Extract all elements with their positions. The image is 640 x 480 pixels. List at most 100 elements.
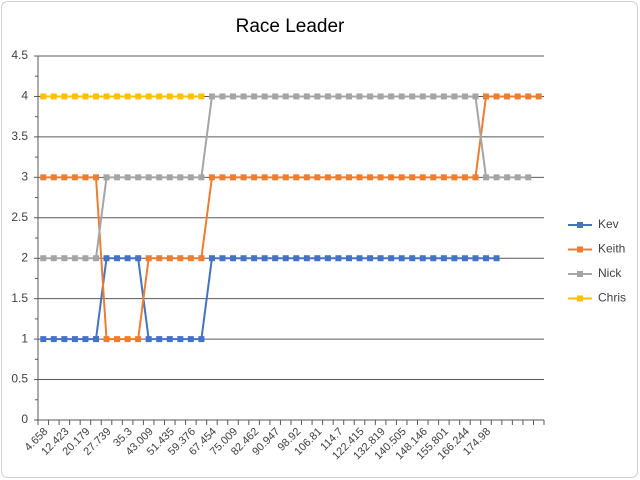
marker [345,93,352,100]
marker [324,93,331,100]
marker [409,93,416,100]
marker [177,336,184,343]
marker [166,336,173,343]
marker [40,255,47,262]
marker [356,93,363,100]
marker [124,336,131,343]
marker [272,174,279,181]
marker [483,174,490,181]
marker [419,174,426,181]
marker [50,336,57,343]
marker [514,93,521,100]
marker [377,93,384,100]
marker [40,336,47,343]
marker [430,93,437,100]
marker [177,255,184,262]
marker [335,255,342,262]
marker [398,174,405,181]
marker [240,174,247,181]
marker [525,174,532,181]
marker [103,336,110,343]
marker [451,255,458,262]
marker [493,93,500,100]
marker [145,336,152,343]
marker [187,336,194,343]
y-tick-label: 4.5 [11,48,28,62]
marker [124,255,131,262]
marker [303,174,310,181]
marker [356,255,363,262]
marker [135,255,142,262]
marker [61,93,68,100]
marker [272,93,279,100]
marker [440,93,447,100]
marker [61,255,68,262]
legend-marker [577,271,583,277]
marker [419,93,426,100]
marker [388,174,395,181]
marker [198,93,205,100]
legend-marker [577,222,583,228]
marker [135,174,142,181]
marker [472,93,479,100]
marker [461,255,468,262]
marker [493,255,500,262]
marker [145,93,152,100]
marker [187,255,194,262]
marker [156,93,163,100]
marker [124,93,131,100]
marker [272,255,279,262]
marker [261,174,268,181]
marker [61,174,68,181]
marker [103,255,110,262]
y-tick-label: 4 [21,89,28,103]
marker [92,174,99,181]
marker [451,174,458,181]
marker [50,93,57,100]
marker [61,336,68,343]
y-tick-label: 1 [21,331,28,345]
y-tick-label: 0 [21,412,28,426]
marker [525,93,532,100]
marker [440,255,447,262]
marker [82,336,89,343]
marker [198,255,205,262]
marker [50,255,57,262]
marker [177,174,184,181]
marker [440,174,447,181]
marker [535,93,542,100]
marker [483,93,490,100]
marker [156,336,163,343]
marker [483,255,490,262]
marker [367,93,374,100]
marker [92,336,99,343]
y-tick-label: 0.5 [11,372,28,386]
marker [303,255,310,262]
marker [293,93,300,100]
legend-label: Chris [598,291,626,305]
marker [92,255,99,262]
marker [166,174,173,181]
marker [40,174,47,181]
y-tick-label: 1.5 [11,291,28,305]
marker [335,93,342,100]
marker [92,93,99,100]
marker [187,174,194,181]
marker [314,255,321,262]
marker [82,174,89,181]
marker [504,93,511,100]
marker [114,336,121,343]
marker [461,174,468,181]
marker [282,174,289,181]
chart-title: Race Leader [236,16,345,37]
marker [303,93,310,100]
marker [103,93,110,100]
legend-marker [577,295,583,302]
marker [398,93,405,100]
marker [124,174,131,181]
marker [177,93,184,100]
marker [409,174,416,181]
legend-label: Keith [598,242,625,256]
